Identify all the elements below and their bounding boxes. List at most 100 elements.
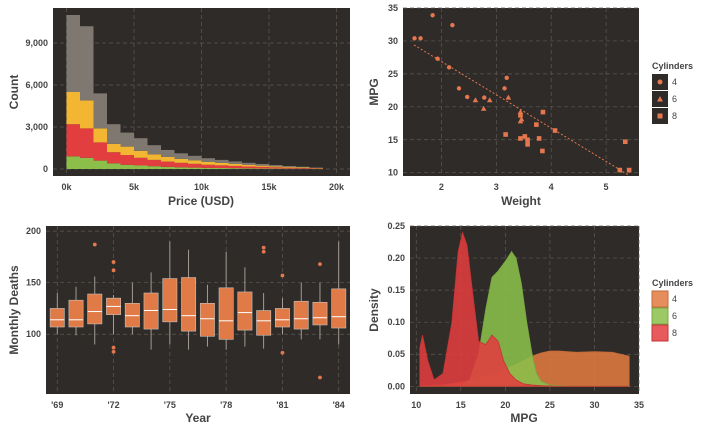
histogram-bar-green — [255, 168, 269, 169]
x-tick-label: 35 — [634, 400, 644, 410]
grid — [403, 7, 639, 176]
histogram-bar-grey — [66, 15, 80, 92]
box-1978 — [218, 287, 234, 340]
outlier-point — [111, 345, 116, 350]
box-1982 — [293, 300, 309, 330]
x-tick-label: 25 — [545, 400, 555, 410]
legend-label-6: 6 — [672, 94, 677, 104]
x-ticks: 2 3 4 5 — [439, 182, 609, 192]
point-cyl-6 — [505, 94, 512, 100]
histogram-bar-yellow — [215, 162, 229, 166]
y-tick-label: 10 — [388, 168, 398, 178]
histogram-bar-yellow — [269, 166, 283, 168]
outlier-point — [280, 273, 285, 278]
histogram-bar-grey — [107, 124, 121, 144]
point-cyl-4 — [435, 56, 440, 61]
histogram-bar-green — [134, 165, 148, 169]
outlier-point — [318, 375, 322, 380]
histogram-bar-red — [120, 155, 134, 165]
y-tick-label: 0.25 — [387, 221, 405, 231]
legend-title: Cylinders — [652, 61, 693, 71]
legend-cylinders: Cylinders 4 6 8 — [652, 61, 693, 124]
histogram-bar-yellow — [201, 162, 215, 165]
y-tick-label: 100 — [26, 329, 41, 339]
box-1983 — [312, 301, 328, 326]
histogram-bar-grey — [120, 132, 134, 147]
density-areas — [419, 230, 630, 387]
x-ticks: 0k 5k 10k 15k 20k — [61, 182, 345, 192]
histogram-bar-green — [120, 164, 134, 169]
y-tick-label: 0.15 — [387, 285, 405, 295]
x-tick-label: '69 — [51, 400, 63, 410]
legend-swatch-4 — [651, 290, 669, 308]
x-tick-label: 5 — [604, 182, 609, 192]
box-1971 — [87, 293, 103, 325]
x-tick-label: 5k — [129, 182, 140, 192]
box-1976 — [181, 277, 197, 332]
y-tick-label: 15 — [388, 135, 398, 145]
y-tick-label: 0.20 — [387, 253, 405, 263]
histogram-bar-green — [174, 167, 188, 169]
legend-swatch-6 — [651, 307, 669, 325]
box-1979 — [237, 291, 253, 331]
outlier-point — [261, 249, 266, 254]
x-tick-label: '81 — [276, 400, 288, 410]
x-tick-label: '75 — [164, 400, 176, 410]
histogram-bar-red — [174, 162, 188, 168]
histogram-bar-yellow — [134, 150, 148, 158]
legend-title: Cylinders — [652, 278, 693, 288]
panel-mpg-density: 10 15 20 25 30 35 0.00 0.05 0.10 0.15 0.… — [367, 221, 693, 425]
x-axis-label: Year — [185, 411, 211, 425]
histogram-bar-green — [66, 156, 80, 169]
x-tick-label: '72 — [107, 400, 119, 410]
x-tick-label: '78 — [220, 400, 232, 410]
y-axis-label: Count — [7, 75, 21, 110]
y-ticks: 10 15 20 25 30 35 — [388, 3, 398, 178]
point-cyl-8 — [626, 167, 632, 173]
outlier-point — [111, 268, 116, 273]
y-ticks: 0.00 0.05 0.10 0.15 0.20 0.25 — [387, 221, 405, 391]
legend-marker-square — [657, 113, 663, 119]
y-ticks: 100 150 200 — [26, 226, 41, 339]
box-1975 — [162, 278, 178, 323]
histogram-bar-red — [269, 167, 283, 169]
histogram-bars — [66, 15, 323, 169]
histogram-bar-yellow — [282, 166, 296, 168]
y-tick-label: 200 — [26, 226, 41, 236]
histogram-bar-yellow — [66, 92, 80, 125]
y-ticks: 0 3,000 6,000 9,000 — [25, 38, 48, 174]
histogram-bar-green — [80, 157, 94, 169]
point-cyl-8 — [540, 109, 546, 115]
point-cyl-8 — [534, 122, 539, 127]
histogram-bar-red — [66, 124, 80, 157]
histogram-bar-red — [107, 152, 121, 164]
x-tick-label: 20 — [500, 400, 510, 410]
histogram-bar-grey — [255, 163, 269, 166]
point-cyl-4 — [504, 75, 509, 81]
histogram-bar-green — [215, 168, 229, 169]
y-tick-label: 150 — [26, 278, 41, 288]
outlier-point — [92, 242, 97, 247]
y-axis-label: Density — [367, 288, 381, 332]
x-tick-label: '84 — [333, 400, 345, 410]
histogram-bar-green — [242, 168, 256, 169]
box-1980 — [256, 310, 272, 336]
x-tick-label: 4 — [549, 182, 554, 192]
histogram-bar-yellow — [93, 128, 107, 143]
y-tick-label: 0.10 — [387, 317, 405, 327]
y-tick-label: 30 — [388, 36, 398, 46]
point-cyl-8 — [525, 137, 530, 143]
histogram-bar-grey — [282, 165, 296, 167]
point-cyl-4 — [412, 36, 417, 41]
point-cyl-8 — [552, 128, 558, 133]
point-cyl-8 — [518, 136, 523, 141]
x-tick-label: 3 — [494, 182, 499, 192]
x-tick-label: 10k — [194, 182, 210, 192]
histogram-bar-red — [296, 168, 310, 169]
point-cyl-4 — [430, 13, 435, 18]
x-tick-label: 30 — [589, 400, 599, 410]
x-ticks: 10 15 20 25 30 35 — [411, 400, 644, 410]
histogram-bar-red — [93, 142, 107, 161]
histogram-bar-green — [147, 166, 161, 169]
y-axis-label: Monthly Deaths — [7, 265, 21, 355]
